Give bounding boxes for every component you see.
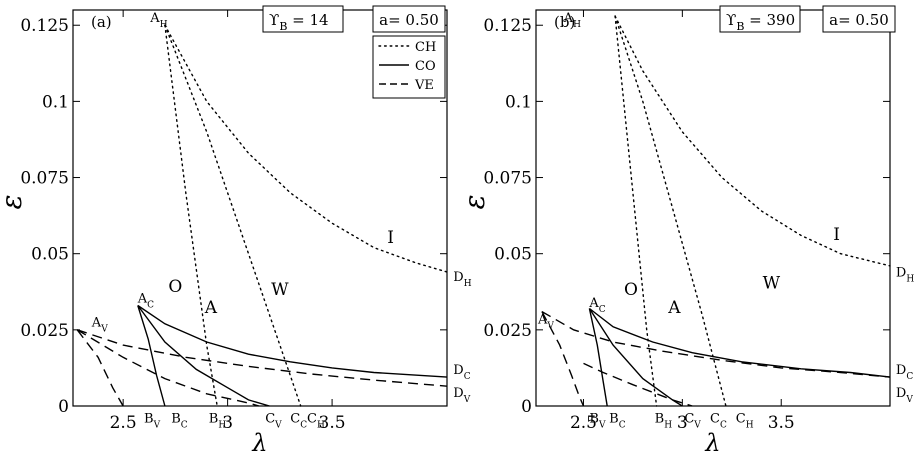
series-line-ch-dotted [164, 24, 218, 407]
point-label-dc: DC [896, 363, 913, 382]
point-label-cv: CV [684, 412, 701, 431]
point-label-bv: BV [144, 412, 161, 431]
point-label-dv: DV [896, 386, 913, 405]
a-value-box [822, 5, 896, 33]
x-tick-label: 2.5 [110, 413, 137, 433]
series-line-ve-dashed [541, 311, 585, 407]
point-label-ac: AC [588, 296, 605, 315]
region-label-i: I [387, 228, 394, 248]
point-label-bc: BC [609, 412, 626, 431]
point-label-ah: AH [149, 11, 167, 30]
a-value-box [372, 5, 446, 33]
region-label-o: O [168, 277, 182, 297]
point-label-bv: BV [589, 412, 606, 431]
x-tick-label: 3.5 [319, 413, 346, 433]
series-line-ve-dashed [541, 310, 891, 378]
point-label-cv: CV [265, 412, 282, 431]
series-line-ve-dashed [76, 329, 260, 407]
point-label-bh: BH [655, 412, 673, 431]
point-label-cc: CC [290, 412, 307, 431]
upsilon-box [262, 5, 344, 33]
series-line-co-solid [588, 308, 608, 407]
point-label-dc: DC [453, 363, 470, 382]
a-value-label: a= 0.50 [829, 11, 889, 29]
series-line-co-solid [137, 304, 448, 378]
y-tick-label: 0 [58, 397, 69, 417]
point-label-ah: AH [563, 11, 581, 30]
point-label-ch: CH [736, 412, 754, 431]
y-tick-label: 0.025 [20, 321, 69, 341]
region-label-w: W [763, 274, 781, 294]
point-label-av: AV [537, 313, 554, 332]
x-tick-label: 3 [222, 413, 233, 433]
a-value-label: a= 0.50 [379, 11, 439, 29]
y-tick-label: 0.075 [483, 169, 532, 189]
y-axis-label: ε [0, 194, 28, 209]
x-axis-label: λ [251, 429, 267, 456]
region-label-a: A [667, 298, 681, 318]
series-line-ch-dotted [614, 15, 658, 407]
point-label-dh: DH [896, 265, 914, 284]
x-tick-label: 2.5 [570, 413, 597, 433]
upsilon-label: ϒB = 390 [726, 11, 795, 33]
point-label-bc: BC [171, 412, 188, 431]
series-line-ch-dotted [164, 24, 448, 273]
series-line-ch-dotted [614, 15, 891, 267]
panel-label: (a) [91, 13, 112, 31]
series-line-co-solid [137, 305, 270, 407]
point-label-bh: BH [209, 412, 227, 431]
series-line-ve-dashed [583, 362, 693, 407]
x-tick-label: 3 [677, 413, 688, 433]
series-line-co-solid [588, 307, 891, 378]
plot-frame [535, 9, 891, 407]
point-label-dh: DH [453, 270, 471, 289]
series-line-co-solid [588, 308, 683, 407]
point-label-ch: CH [307, 412, 325, 431]
y-tick-label: 0.125 [483, 16, 532, 36]
series-line-co-solid [137, 305, 166, 407]
legend-label-co: CO [415, 59, 436, 74]
x-axis-label: λ [704, 429, 720, 456]
y-tick-label: 0.05 [494, 245, 532, 265]
legend-label-ch: CH [415, 40, 436, 55]
series-line-ve-dashed [76, 329, 448, 387]
y-axis-label: ε [458, 194, 491, 209]
y-tick-label: 0.1 [42, 92, 69, 112]
point-label-ac: AC [137, 291, 154, 310]
y-tick-label: 0.1 [505, 92, 532, 112]
region-label-o: O [624, 280, 638, 300]
legend-label-ve: VE [414, 78, 434, 93]
region-label-i: I [833, 225, 840, 245]
y-tick-label: 0.075 [20, 169, 69, 189]
y-tick-label: 0.05 [31, 245, 69, 265]
y-tick-label: 0.025 [483, 321, 532, 341]
x-tick-label: 3.5 [768, 413, 795, 433]
point-label-cc: CC [710, 412, 727, 431]
region-label-w: W [271, 280, 289, 300]
panel-label: (b) [554, 13, 575, 31]
region-label-a: A [204, 298, 218, 318]
y-tick-label: 0 [521, 397, 532, 417]
y-tick-label: 0.125 [20, 16, 69, 36]
upsilon-box [719, 5, 801, 33]
plot-frame [72, 9, 448, 407]
point-label-dv: DV [453, 386, 470, 405]
series-line-ch-dotted [164, 24, 302, 407]
series-line-ch-dotted [614, 15, 727, 407]
series-line-ve-dashed [76, 329, 124, 407]
point-label-av: AV [91, 316, 108, 335]
upsilon-label: ϒB = 14 [269, 11, 329, 33]
